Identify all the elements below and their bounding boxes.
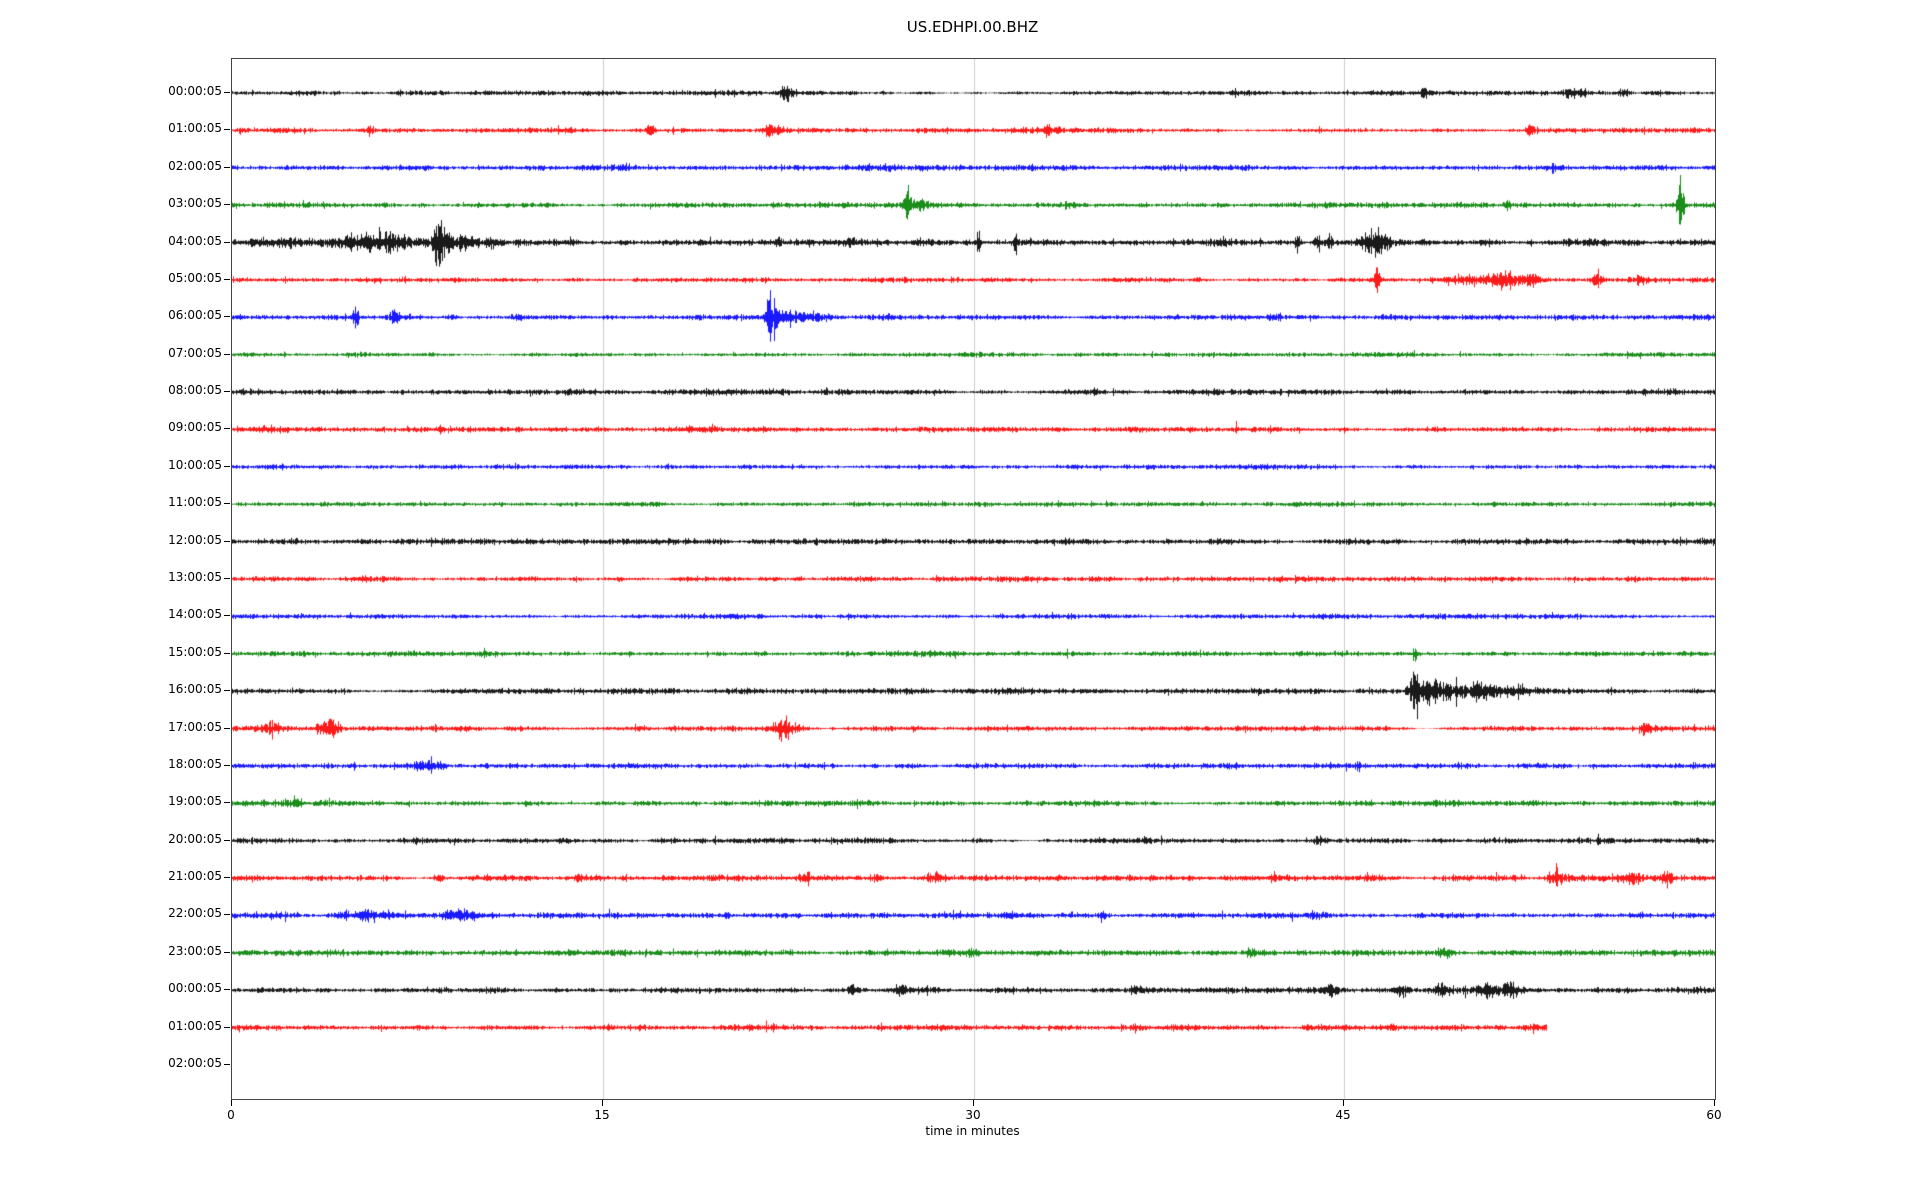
x-tick [1714, 1100, 1715, 1106]
y-tick [224, 1027, 230, 1028]
y-tick [224, 279, 230, 280]
y-tick [224, 428, 230, 429]
y-tick [224, 167, 230, 168]
y-tick [224, 840, 230, 841]
y-tick [224, 690, 230, 691]
row-time-label: 08:00:05 [168, 383, 222, 398]
x-tick-label: 45 [1335, 1108, 1351, 1122]
y-tick [224, 204, 230, 205]
row-time-label: 02:00:05 [168, 1056, 222, 1070]
row-time-label: 05:00:05 [168, 270, 222, 285]
y-tick [224, 541, 230, 542]
y-tick [224, 391, 230, 392]
x-tick-label: 15 [594, 1108, 610, 1122]
row-time-label: 04:00:05 [168, 233, 222, 248]
x-tick [602, 1100, 603, 1106]
row-time-label: 10:00:05 [168, 457, 222, 472]
y-tick [224, 466, 230, 467]
row-time-label: 00:00:05 [168, 981, 222, 996]
x-axis-title: time in minutes [925, 1124, 1020, 1138]
seismogram-canvas [232, 59, 1715, 1099]
row-time-label: 12:00:05 [168, 532, 222, 547]
row-time-label: 11:00:05 [168, 495, 222, 510]
row-time-label: 18:00:05 [168, 756, 222, 771]
y-tick [224, 503, 230, 504]
y-axis-labels: 00:00:05 01:00:05 02:00:05 03:00:05 04:00:05… [0, 0, 222, 1200]
x-tick-label: 60 [1706, 1108, 1722, 1122]
x-tick [231, 1100, 232, 1106]
row-time-label: 07:00:05 [168, 345, 222, 360]
row-time-label: 16:00:05 [168, 682, 222, 697]
y-tick [224, 92, 230, 93]
y-tick [224, 242, 230, 243]
row-time-label: 03:00:05 [168, 196, 222, 211]
x-tick [1343, 1100, 1344, 1106]
row-time-label: 15:00:05 [168, 644, 222, 659]
x-tick [973, 1100, 974, 1106]
row-time-label: 13:00:05 [168, 570, 222, 584]
y-tick [224, 952, 230, 953]
y-tick [224, 316, 230, 317]
y-tick [224, 765, 230, 766]
y-tick [224, 129, 230, 130]
y-tick [224, 802, 230, 803]
y-tick [224, 615, 230, 616]
chart-title: US.EDHPI.00.BHZ [906, 18, 1039, 36]
row-time-label: 02:00:05 [168, 158, 222, 173]
plot-area [231, 58, 1716, 1100]
row-time-label: 06:00:05 [168, 308, 222, 323]
row-time-label: 21:00:05 [168, 869, 222, 884]
y-tick [224, 1064, 230, 1065]
x-tick-label: 0 [227, 1108, 235, 1122]
x-tick-label: 30 [965, 1108, 981, 1122]
row-time-label: 23:00:05 [168, 943, 222, 958]
row-time-label: 19:00:05 [168, 794, 222, 809]
row-time-label: 14:00:05 [168, 607, 222, 622]
row-time-label: 01:00:05 [168, 1018, 222, 1033]
row-time-label: 17:00:05 [168, 719, 222, 734]
row-time-label: 01:00:05 [168, 121, 222, 136]
y-tick [224, 653, 230, 654]
y-tick [224, 728, 230, 729]
row-time-label: 22:00:05 [168, 906, 222, 921]
y-tick [224, 578, 230, 579]
y-tick [224, 354, 230, 355]
row-time-label: 20:00:05 [168, 831, 222, 846]
row-time-label: 00:00:05 [168, 84, 222, 98]
y-tick [224, 989, 230, 990]
y-tick [224, 914, 230, 915]
row-time-label: 09:00:05 [168, 420, 222, 435]
y-tick [224, 877, 230, 878]
